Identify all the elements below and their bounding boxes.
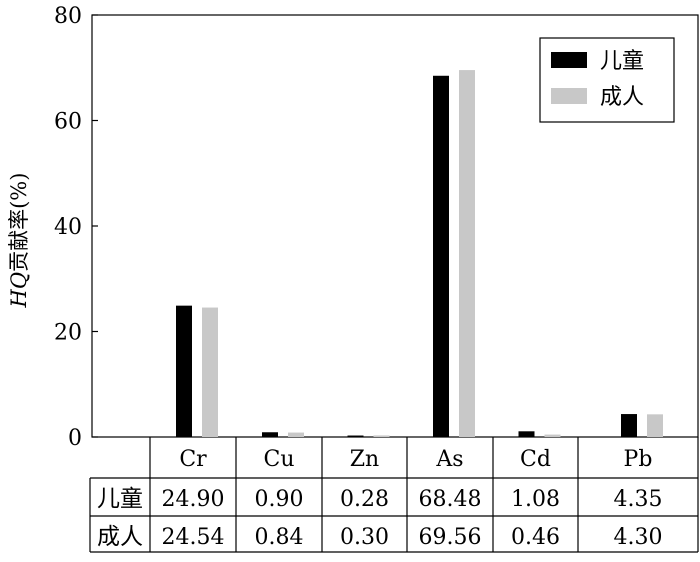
table-header-pb: Pb <box>624 447 653 472</box>
table-cell: 0.46 <box>511 525 560 550</box>
legend: 儿童 成人 <box>539 37 675 123</box>
y-tick-label: 0 <box>68 426 82 451</box>
table-cell: 0.30 <box>340 525 389 550</box>
data-table: Cr Cu Zn As Cd Pb 儿童 24.90 0.90 0.28 68.48 1.08 4.35… <box>89 437 699 553</box>
y-axis-title: HQ贡献率(%) <box>7 173 31 309</box>
bar-pb-adults <box>647 414 663 437</box>
y-tick-label: 80 <box>54 4 82 29</box>
bar-as-adults <box>459 70 475 438</box>
legend-swatch-children <box>551 52 587 68</box>
table-header-cu: Cu <box>263 447 294 472</box>
table-cell: 4.35 <box>614 487 663 512</box>
table-cell: 24.54 <box>162 525 225 550</box>
bar-as-children <box>433 75 449 437</box>
legend-swatch-adults <box>551 88 587 104</box>
table-cell: 1.08 <box>511 487 560 512</box>
y-tick-label: 60 <box>54 110 82 135</box>
y-axis: 0 20 40 60 80 <box>54 4 98 451</box>
table-cell: 69.56 <box>419 525 482 550</box>
y-axis-title-rest: 贡献率(%) <box>7 173 31 272</box>
table-cell: 0.28 <box>340 487 389 512</box>
table-cell: 24.90 <box>162 487 225 512</box>
bar-cd-children <box>518 431 535 437</box>
table-header-cd: Cd <box>520 447 551 472</box>
bar-cd-adults <box>544 434 561 437</box>
table-cell: 68.48 <box>419 487 482 512</box>
table-row-label: 成人 <box>97 524 143 550</box>
y-axis-title-italic: HQ <box>7 272 31 309</box>
bar-cu-children <box>262 432 278 437</box>
legend-label-adults: 成人 <box>600 85 644 110</box>
table-header-cr: Cr <box>179 447 207 472</box>
legend-label-children: 儿童 <box>600 49 644 74</box>
table-row-label: 儿童 <box>97 486 143 512</box>
table-header-zn: Zn <box>350 447 379 472</box>
table-cell: 0.90 <box>255 487 304 512</box>
bar-cr-adults <box>202 307 218 437</box>
table-cell: 0.84 <box>255 525 304 550</box>
bar-zn-adults <box>373 435 390 437</box>
table-cell: 4.30 <box>614 525 663 550</box>
table-header-as: As <box>435 447 463 472</box>
y-tick-label: 20 <box>54 321 82 346</box>
y-tick-label: 40 <box>54 215 82 240</box>
bar-zn-children <box>347 435 364 437</box>
bar-cu-adults <box>288 432 304 437</box>
bars <box>176 70 663 438</box>
bar-cr-children <box>176 305 192 437</box>
bar-pb-children <box>621 414 637 437</box>
